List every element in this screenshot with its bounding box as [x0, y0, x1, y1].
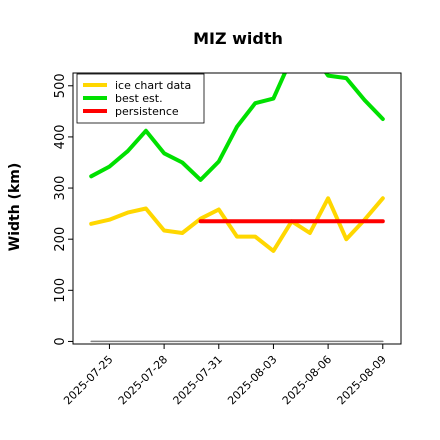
plot-frame — [72, 72, 402, 345]
x-tick-label: 2025-08-06 — [280, 353, 334, 407]
y-axis-label: Width (km) — [7, 163, 23, 252]
y-tick-label: 200 — [53, 227, 68, 252]
x-tick-label: 2025-08-03 — [225, 353, 279, 407]
x-tick-label: 2025-07-31 — [170, 353, 224, 407]
series-layer — [89, 73, 385, 343]
series-line-best-est- — [89, 73, 385, 182]
x-tick-label: 2025-08-09 — [334, 353, 388, 407]
y-tick-label: 400 — [53, 125, 68, 150]
x-tick-label: 2025-07-25 — [61, 353, 115, 407]
legend-label: ice chart data — [115, 79, 191, 92]
series-line-ice-chart-data — [89, 196, 385, 253]
x-tick-label: 2025-07-28 — [116, 353, 170, 407]
legend-label: best est. — [115, 92, 163, 105]
y-tick-label: 300 — [53, 176, 68, 201]
y-tick-label: 500 — [53, 73, 68, 98]
legend-label: persistence — [115, 105, 179, 118]
chart-title: MIZ width — [193, 29, 283, 48]
y-tick-label: 0 — [53, 337, 68, 345]
y-tick-label: 100 — [53, 278, 68, 303]
